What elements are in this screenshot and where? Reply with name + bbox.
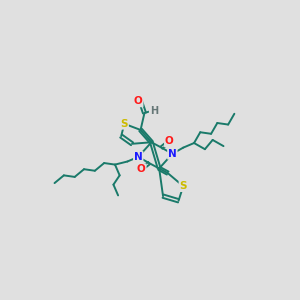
Text: O: O bbox=[134, 96, 142, 106]
Text: S: S bbox=[121, 119, 128, 129]
Text: N: N bbox=[134, 152, 142, 162]
Text: O: O bbox=[165, 136, 174, 146]
Text: O: O bbox=[137, 164, 146, 174]
Text: N: N bbox=[168, 149, 177, 159]
Text: H: H bbox=[150, 106, 158, 116]
Text: S: S bbox=[179, 181, 187, 191]
